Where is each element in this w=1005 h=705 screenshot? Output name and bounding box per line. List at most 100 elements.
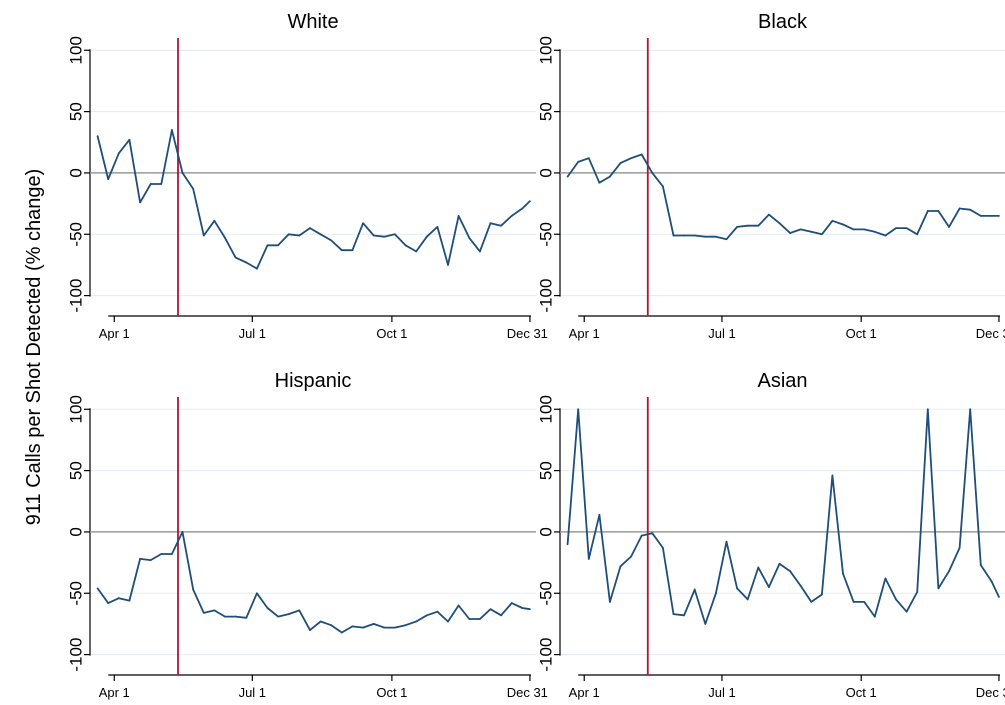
data-point — [651, 532, 654, 535]
data-point — [926, 408, 929, 411]
data-point — [619, 162, 622, 165]
data-point — [372, 623, 375, 625]
data-point — [895, 598, 897, 601]
data-point — [500, 614, 503, 617]
data-point — [905, 227, 908, 230]
data-point — [998, 214, 1000, 217]
data-point — [234, 256, 237, 259]
data-point — [362, 626, 364, 629]
data-point — [842, 572, 844, 575]
panel-title-black: Black — [758, 11, 808, 33]
data-point — [810, 230, 813, 233]
data-point — [298, 234, 301, 237]
data-point — [202, 234, 205, 237]
data-point — [948, 570, 950, 573]
data-point — [529, 608, 531, 611]
data-point — [979, 214, 982, 217]
x-tick-label: Dec 31 — [507, 685, 548, 700]
data-point — [319, 620, 322, 623]
data-point — [266, 607, 269, 609]
data-point — [651, 172, 654, 174]
data-point — [192, 588, 195, 591]
data-point — [577, 160, 580, 163]
x-tick-label: Apr 1 — [99, 326, 130, 341]
data-point — [436, 610, 439, 613]
data-point — [139, 558, 141, 560]
data-point — [767, 586, 770, 589]
x-tick-label: Oct 1 — [376, 326, 407, 341]
data-point — [139, 201, 141, 204]
data-point — [937, 587, 940, 590]
data-point — [640, 153, 643, 156]
data-point — [202, 611, 205, 614]
y-tick-label: 50 — [66, 102, 85, 121]
x-tick-label: Oct 1 — [846, 685, 877, 700]
data-point — [128, 599, 131, 602]
data-point — [213, 609, 216, 612]
data-point — [287, 613, 290, 616]
data-point — [298, 609, 301, 612]
series-line-black — [566, 153, 999, 241]
data-point — [117, 152, 120, 155]
y-tick-label: -50 — [66, 222, 85, 247]
x-tick-label: Jul 1 — [708, 326, 735, 341]
data-point — [609, 600, 611, 603]
data-point — [948, 226, 950, 228]
data-point — [351, 249, 354, 252]
data-point — [873, 230, 876, 233]
data-point — [662, 185, 664, 188]
data-point — [309, 227, 311, 230]
x-tick-label: Oct 1 — [376, 685, 407, 700]
data-point — [404, 244, 407, 247]
data-point — [969, 408, 972, 411]
data-point — [609, 175, 611, 178]
data-point — [277, 615, 280, 618]
data-point — [181, 531, 184, 533]
data-point — [192, 187, 195, 190]
y-tick-label: 50 — [536, 461, 555, 480]
data-point — [372, 234, 375, 237]
data-point — [404, 624, 407, 627]
data-point — [277, 244, 280, 247]
data-point — [799, 228, 802, 231]
panel-title-hispanic: Hispanic — [275, 370, 352, 392]
data-point — [598, 513, 601, 516]
y-tick-label: 100 — [66, 395, 85, 423]
data-point — [340, 249, 343, 252]
data-point — [478, 250, 481, 253]
data-point — [799, 585, 802, 587]
data-point — [383, 235, 386, 238]
data-point — [619, 565, 622, 568]
y-tick-label: 0 — [536, 168, 555, 177]
data-point — [852, 228, 855, 231]
x-tick-label: Apr 1 — [99, 685, 130, 700]
data-point — [863, 600, 866, 603]
data-point — [160, 183, 163, 185]
data-point — [171, 129, 173, 131]
data-point — [181, 172, 184, 174]
y-tick-label: -100 — [66, 638, 85, 672]
y-tick-label: 100 — [66, 36, 85, 64]
data-point — [958, 207, 961, 210]
panel-title-white: White — [287, 11, 338, 33]
data-point — [884, 577, 887, 580]
y-tick-label: 0 — [536, 527, 555, 536]
data-point — [884, 234, 887, 237]
data-point — [979, 564, 982, 566]
data-point — [521, 207, 524, 210]
data-point — [489, 608, 492, 611]
data-point — [468, 618, 471, 620]
data-point — [852, 600, 855, 603]
data-point — [820, 233, 823, 236]
data-point — [683, 614, 686, 617]
data-point — [598, 181, 601, 184]
data-point — [96, 587, 99, 590]
data-point — [394, 233, 396, 236]
data-point — [447, 264, 449, 266]
data-point — [149, 559, 152, 562]
data-point — [468, 237, 471, 239]
x-tick-label: Jul 1 — [708, 685, 735, 700]
data-point — [926, 210, 929, 212]
data-point — [789, 570, 791, 573]
